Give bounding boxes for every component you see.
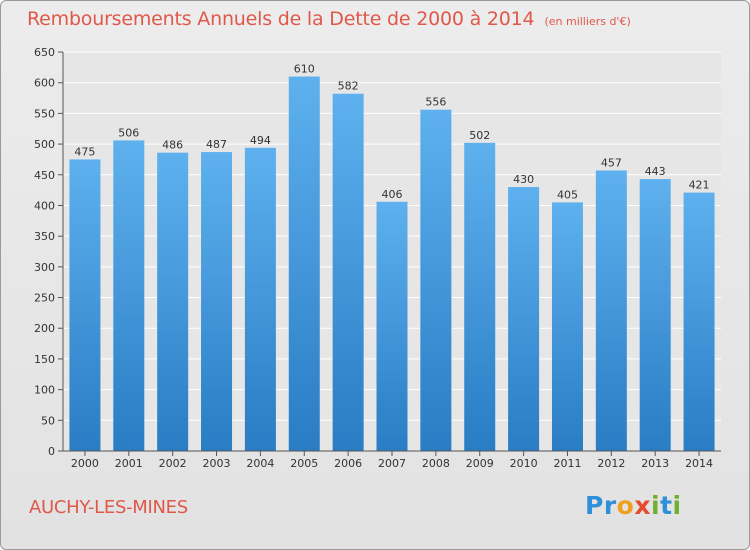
data-label-2013: 443 bbox=[645, 165, 666, 178]
data-label-2004: 494 bbox=[250, 134, 271, 147]
data-label-2005: 610 bbox=[294, 63, 315, 76]
x-tick-label-2013: 2013 bbox=[641, 457, 669, 470]
y-tick-label: 550 bbox=[34, 107, 55, 120]
x-tick-label-2008: 2008 bbox=[422, 457, 450, 470]
data-label-2007: 406 bbox=[382, 188, 403, 201]
logo-letter: P bbox=[585, 491, 604, 520]
x-tick-label-2009: 2009 bbox=[466, 457, 494, 470]
y-tick-label: 50 bbox=[41, 414, 55, 427]
y-tick-label: 300 bbox=[34, 261, 55, 274]
data-label-2003: 487 bbox=[206, 138, 227, 151]
data-label-2014: 421 bbox=[689, 179, 710, 192]
data-label-2000: 475 bbox=[74, 145, 95, 158]
logo-letter: r bbox=[603, 491, 617, 520]
logo-letter: i bbox=[651, 491, 661, 520]
bar-2002 bbox=[157, 152, 189, 451]
bar-2007 bbox=[376, 201, 408, 451]
bar-2010 bbox=[508, 187, 540, 452]
x-tick-label-2003: 2003 bbox=[203, 457, 231, 470]
logo-letter: t bbox=[660, 491, 673, 520]
proxiti-logo: Proxiti bbox=[585, 491, 682, 520]
y-tick-label: 200 bbox=[34, 322, 55, 335]
bar-2001 bbox=[113, 140, 145, 451]
data-label-2001: 506 bbox=[118, 126, 139, 139]
data-label-2009: 502 bbox=[469, 129, 490, 142]
logo-letter: o bbox=[616, 491, 635, 520]
bar-2008 bbox=[420, 109, 452, 451]
x-tick-label-2014: 2014 bbox=[685, 457, 713, 470]
data-label-2006: 582 bbox=[338, 80, 359, 93]
logo-letter: x bbox=[634, 491, 651, 520]
y-tick-label: 600 bbox=[34, 77, 55, 90]
x-tick-label-2012: 2012 bbox=[597, 457, 625, 470]
y-tick-label: 150 bbox=[34, 353, 55, 366]
x-tick-label-2000: 2000 bbox=[71, 457, 99, 470]
data-label-2012: 457 bbox=[601, 156, 622, 169]
bar-2012 bbox=[595, 170, 627, 452]
x-tick-label-2006: 2006 bbox=[334, 457, 362, 470]
x-tick-label-2005: 2005 bbox=[290, 457, 318, 470]
x-tick-label-2002: 2002 bbox=[159, 457, 187, 470]
y-tick-label: 650 bbox=[34, 46, 55, 59]
y-tick-label: 100 bbox=[34, 384, 55, 397]
x-tick-label-2010: 2010 bbox=[510, 457, 538, 470]
y-tick-label: 500 bbox=[34, 138, 55, 151]
data-label-2011: 405 bbox=[557, 188, 578, 201]
bar-2014 bbox=[683, 192, 715, 451]
chart-title-unit: (en milliers d'€) bbox=[544, 15, 631, 28]
bar-2005 bbox=[288, 76, 320, 452]
x-tick-label-2001: 2001 bbox=[115, 457, 143, 470]
y-tick-label: 350 bbox=[34, 230, 55, 243]
bar-2003 bbox=[201, 152, 233, 451]
x-tick-label-2007: 2007 bbox=[378, 457, 406, 470]
data-label-2002: 486 bbox=[162, 139, 183, 152]
y-tick-label: 0 bbox=[48, 445, 55, 458]
x-tick-label-2004: 2004 bbox=[246, 457, 274, 470]
data-label-2008: 556 bbox=[425, 96, 446, 109]
bar-2000 bbox=[69, 159, 101, 451]
bar-2006 bbox=[332, 93, 364, 451]
data-label-2010: 430 bbox=[513, 173, 534, 186]
y-tick-label: 450 bbox=[34, 169, 55, 182]
bar-2004 bbox=[244, 147, 276, 451]
x-tick-label-2011: 2011 bbox=[553, 457, 581, 470]
bar-2011 bbox=[551, 202, 583, 451]
y-tick-label: 250 bbox=[34, 292, 55, 305]
chart-title-main: Remboursements Annuels de la Dette de 20… bbox=[27, 8, 535, 30]
commune-name: AUCHY-LES-MINES bbox=[29, 497, 188, 518]
logo-letter: i bbox=[672, 491, 682, 520]
bar-2013 bbox=[639, 179, 671, 451]
bar-2009 bbox=[464, 142, 496, 451]
y-tick-label: 400 bbox=[34, 199, 55, 212]
chart-title: Remboursements Annuels de la Dette de 20… bbox=[27, 8, 631, 30]
